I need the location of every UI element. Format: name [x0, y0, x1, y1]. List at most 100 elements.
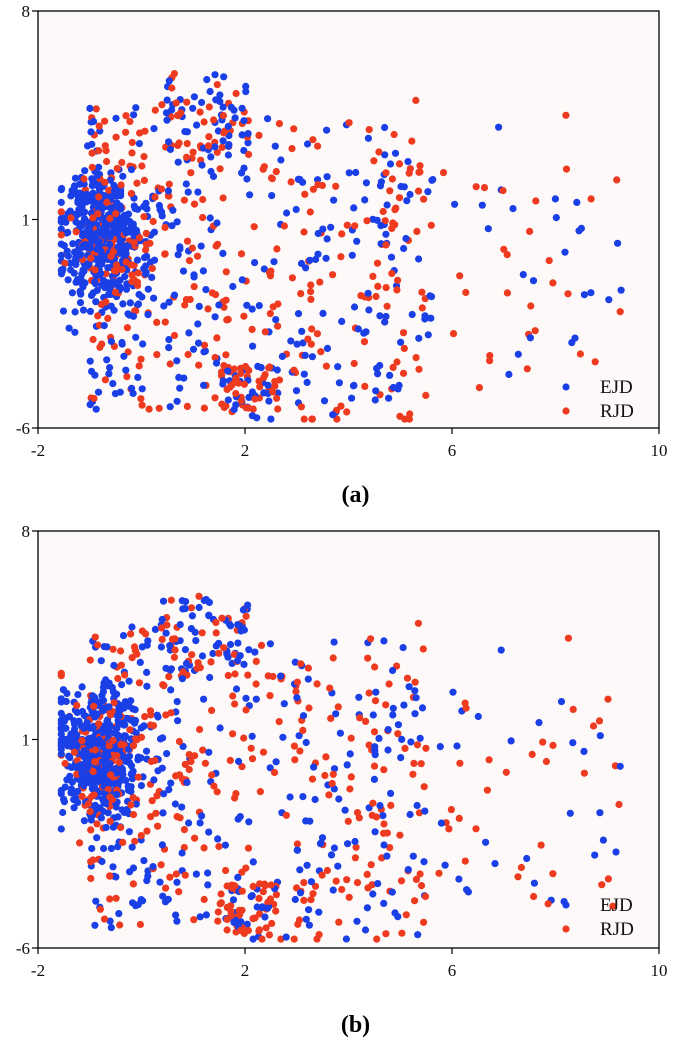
- data-point: [369, 799, 377, 807]
- data-point: [353, 237, 361, 245]
- data-point: [318, 834, 327, 842]
- data-point: [80, 215, 89, 223]
- data-point: [127, 166, 136, 174]
- data-point: [568, 339, 576, 347]
- data-point: [551, 195, 560, 203]
- data-point: [115, 910, 123, 918]
- data-point: [406, 810, 414, 819]
- data-point: [87, 826, 95, 834]
- data-point: [409, 852, 417, 860]
- data-point: [288, 274, 296, 282]
- data-point: [166, 360, 174, 368]
- data-point: [317, 839, 325, 847]
- data-point: [310, 763, 318, 771]
- data-point: [338, 230, 346, 238]
- data-point: [242, 612, 250, 620]
- data-point: [165, 180, 173, 188]
- data-point: [178, 597, 186, 605]
- data-point: [128, 654, 136, 662]
- data-point: [188, 651, 196, 659]
- data-point: [604, 875, 613, 883]
- data-point: [268, 919, 276, 928]
- data-point: [226, 640, 235, 649]
- data-point: [532, 197, 540, 205]
- data-point: [99, 688, 107, 696]
- data-point: [57, 231, 65, 239]
- data-point: [596, 732, 604, 740]
- data-point: [405, 683, 413, 691]
- data-point: [387, 789, 395, 798]
- data-point: [57, 825, 65, 833]
- data-point: [73, 708, 81, 717]
- data-point: [95, 122, 103, 130]
- data-point: [91, 278, 99, 286]
- data-point: [248, 755, 257, 763]
- data-point: [173, 698, 181, 706]
- data-point: [132, 902, 140, 910]
- data-point: [272, 168, 280, 176]
- data-point: [218, 143, 226, 151]
- data-point: [87, 221, 95, 229]
- data-point: [72, 218, 80, 226]
- data-point: [205, 103, 213, 111]
- data-point: [81, 749, 89, 757]
- data-point: [144, 637, 152, 645]
- data-point: [414, 931, 422, 939]
- data-point: [397, 754, 405, 762]
- data-point: [57, 225, 65, 233]
- data-point: [307, 878, 315, 886]
- data-point: [159, 809, 167, 817]
- data-point: [140, 153, 148, 161]
- data-point: [320, 397, 329, 405]
- data-point: [370, 157, 378, 165]
- data-point: [135, 234, 144, 242]
- data-point: [291, 658, 299, 666]
- data-point: [330, 196, 338, 204]
- data-point: [187, 604, 196, 612]
- data-point: [245, 646, 253, 654]
- data-point: [321, 771, 329, 780]
- data-point: [121, 273, 129, 281]
- data-point: [230, 405, 238, 414]
- x-tick-label: -2: [31, 961, 45, 980]
- data-point: [76, 287, 84, 295]
- data-point: [223, 650, 231, 658]
- data-point: [166, 145, 174, 153]
- legend-label: RJD: [600, 919, 634, 940]
- data-point: [389, 363, 397, 371]
- data-point: [103, 157, 111, 166]
- data-point: [78, 202, 86, 211]
- data-point: [360, 338, 369, 346]
- data-point: [304, 335, 312, 343]
- data-point: [427, 314, 435, 322]
- data-point: [166, 873, 174, 881]
- data-point: [212, 96, 220, 104]
- data-point: [147, 711, 155, 719]
- data-point: [353, 879, 362, 887]
- data-point: [263, 904, 272, 912]
- data-point: [221, 841, 229, 849]
- data-point: [162, 109, 171, 117]
- data-point: [107, 204, 115, 213]
- data-point: [200, 341, 209, 349]
- data-point: [240, 146, 248, 155]
- data-point: [204, 869, 212, 877]
- data-point: [128, 843, 136, 851]
- data-point: [65, 752, 73, 760]
- data-point: [163, 116, 171, 124]
- data-point: [415, 365, 423, 373]
- data-point: [117, 823, 125, 832]
- data-point: [589, 722, 598, 730]
- data-point: [262, 924, 270, 932]
- data-point: [587, 195, 595, 203]
- data-point: [68, 289, 76, 297]
- data-point: [93, 834, 101, 842]
- data-point: [388, 175, 396, 183]
- data-point: [313, 935, 321, 943]
- data-point: [185, 257, 194, 265]
- data-point: [273, 245, 281, 253]
- data-point: [97, 247, 105, 255]
- data-point: [115, 758, 123, 767]
- data-point: [537, 841, 545, 849]
